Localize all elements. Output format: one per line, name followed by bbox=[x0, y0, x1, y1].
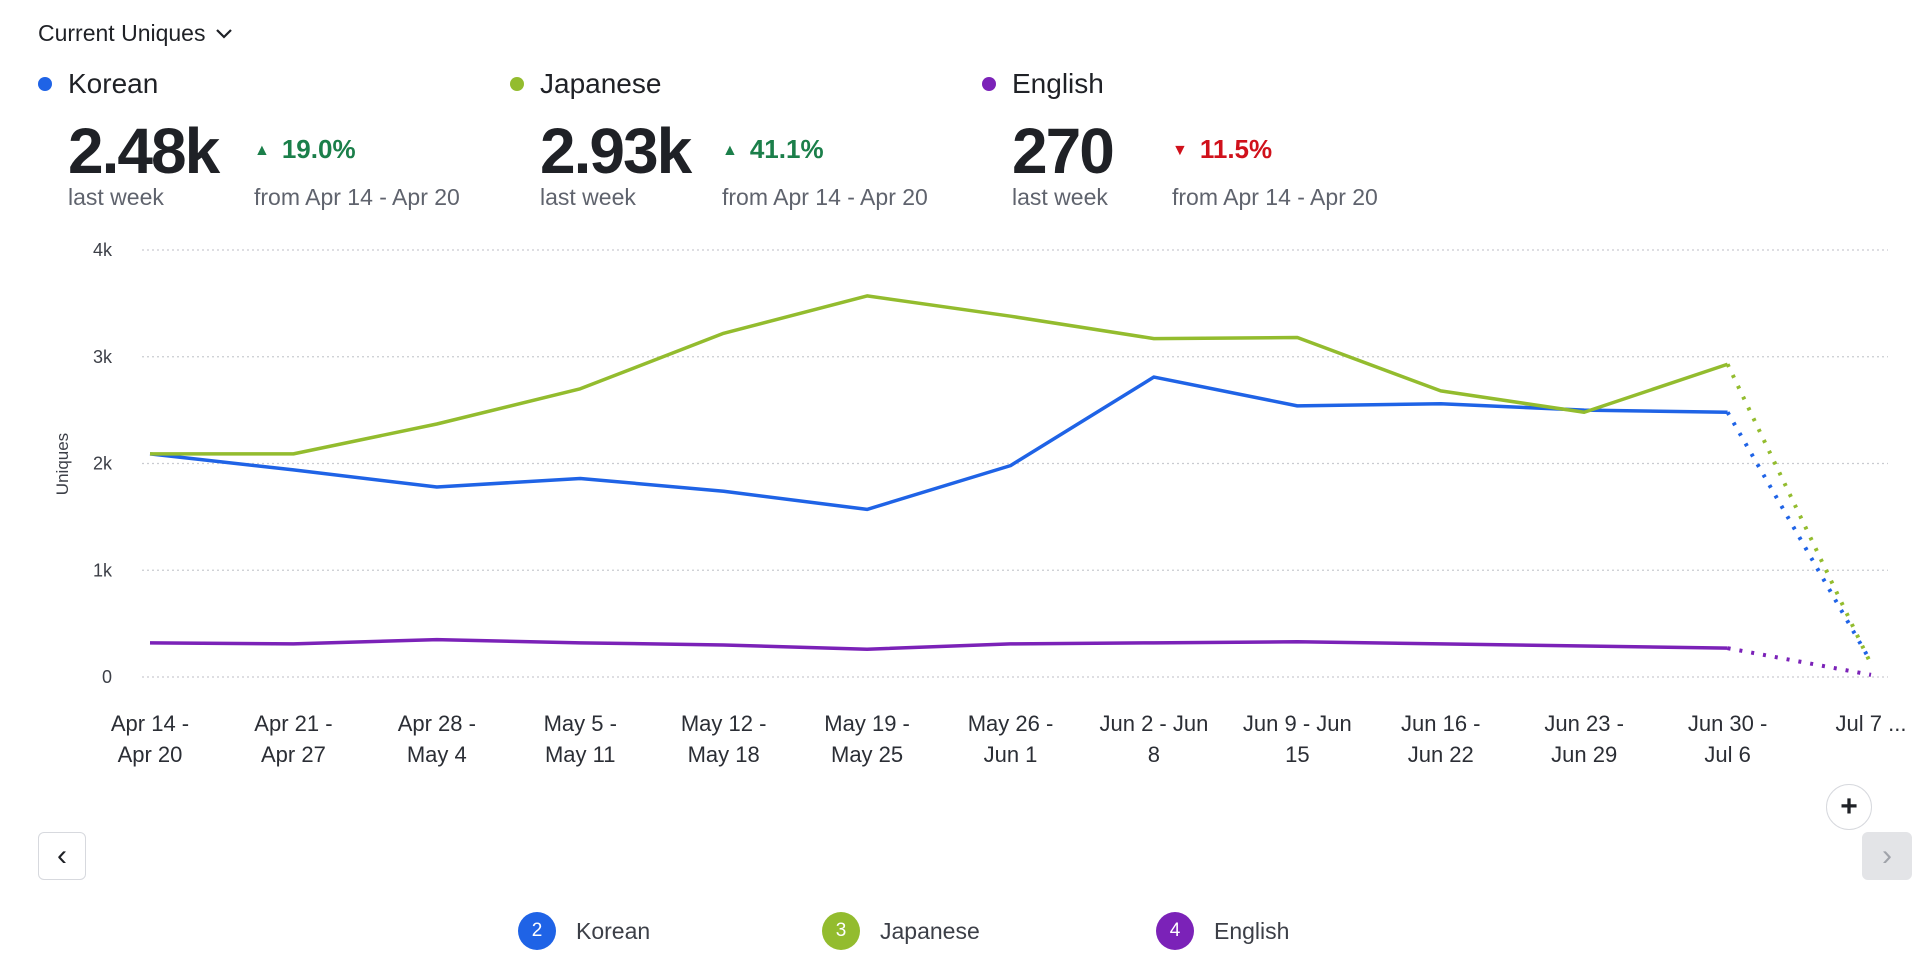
metric-selector-label: Current Uniques bbox=[38, 20, 206, 46]
kpi-change-value: 11.5% bbox=[1199, 134, 1273, 164]
legend-number-badge: 4 bbox=[1156, 912, 1194, 950]
y-tick-label: 0 bbox=[102, 667, 112, 687]
series-dot bbox=[982, 77, 996, 91]
prev-page-button[interactable]: ‹ bbox=[38, 832, 86, 880]
kpi-name: Korean bbox=[68, 68, 159, 99]
y-tick-label: 2k bbox=[93, 454, 113, 474]
legend-label: Korean bbox=[576, 917, 651, 944]
next-page-button[interactable]: › bbox=[1862, 832, 1912, 880]
kpi-change-value: 19.0% bbox=[281, 134, 356, 164]
x-tick-label: May 19 - bbox=[824, 711, 910, 736]
series-incomplete-segment-japanese bbox=[1725, 363, 1873, 666]
x-tick-label: Jul 7 ... bbox=[1836, 711, 1907, 736]
x-tick-label: May 25 bbox=[831, 742, 903, 767]
legend-number-badge: 2 bbox=[518, 912, 556, 950]
kpi-japanese: Japanese 2.93k last week ▲ 41.1% from Apr… bbox=[510, 68, 928, 210]
kpi-comparison: from Apr 14 - Apr 20 bbox=[254, 184, 460, 210]
kpi-korean: Korean 2.48k last week ▲ 19.0% from Apr 1… bbox=[38, 68, 460, 210]
zoom-in-button[interactable]: + bbox=[1826, 784, 1872, 830]
series-line-english[interactable] bbox=[149, 637, 1728, 651]
kpi-name: English bbox=[1012, 68, 1104, 99]
legend-number-badge: 3 bbox=[822, 912, 860, 950]
x-tick-label: Jun 29 bbox=[1551, 742, 1617, 767]
kpi-change: ▼ 11.5% bbox=[1172, 134, 1272, 165]
x-tick-label: May 5 - bbox=[544, 711, 617, 736]
y-axis-label: Uniques bbox=[53, 433, 72, 495]
kpi-change: ▲ 41.1% bbox=[722, 134, 824, 165]
kpi-comparison: from Apr 14 - Apr 20 bbox=[1172, 184, 1378, 210]
kpi-name: Japanese bbox=[540, 68, 662, 99]
x-tick-label: Jun 1 bbox=[984, 742, 1038, 767]
x-tick-label: May 26 - bbox=[968, 711, 1054, 736]
x-tick-label: Apr 20 bbox=[118, 742, 183, 767]
legend-item-english[interactable]: 4 English bbox=[1156, 912, 1289, 950]
x-tick-label: Apr 27 bbox=[261, 742, 326, 767]
x-tick-label: Jul 6 bbox=[1704, 742, 1750, 767]
x-tick-label: Apr 14 - bbox=[111, 711, 189, 736]
kpi-english: English 270 last week ▼ 11.5% from Apr 14… bbox=[982, 68, 1378, 210]
triangle-up-icon: ▲ bbox=[722, 142, 738, 159]
x-tick-label: Jun 22 bbox=[1408, 742, 1474, 767]
series-dot bbox=[510, 77, 524, 91]
kpi-change: ▲ 19.0% bbox=[254, 134, 356, 165]
y-tick-label: 1k bbox=[93, 560, 113, 580]
x-tick-label: May 4 bbox=[407, 742, 467, 767]
series-dot bbox=[38, 77, 52, 91]
metric-selector[interactable]: Current Uniques bbox=[38, 20, 233, 47]
kpi-value: 270 bbox=[1012, 115, 1115, 187]
x-tick-label: Jun 23 - bbox=[1544, 711, 1624, 736]
y-tick-label: 3k bbox=[93, 347, 113, 367]
x-tick-label: 8 bbox=[1148, 742, 1160, 767]
chevron-down-icon bbox=[216, 28, 233, 39]
x-tick-label: Jun 9 - Jun bbox=[1243, 711, 1352, 736]
x-tick-label: Jun 30 - bbox=[1688, 711, 1768, 736]
kpi-value: 2.48k bbox=[68, 115, 220, 187]
x-tick-label: Apr 28 - bbox=[398, 711, 476, 736]
triangle-up-icon: ▲ bbox=[254, 142, 270, 159]
kpi-period: last week bbox=[540, 184, 636, 210]
x-tick-label: May 11 bbox=[545, 742, 616, 767]
line-chart: 0 1k 2k 3k 4k Uniques Apr 14 - Apr 20 Apr 21 - Ap… bbox=[53, 240, 1907, 767]
triangle-down-icon: ▼ bbox=[1172, 142, 1188, 159]
x-tick-label: Jun 2 - Jun bbox=[1099, 711, 1208, 736]
kpi-period: last week bbox=[68, 184, 164, 210]
x-tick-label: 15 bbox=[1285, 742, 1309, 767]
legend-item-korean[interactable]: 2 Korean bbox=[518, 912, 650, 950]
series-incomplete-segment-english bbox=[1727, 646, 1872, 677]
x-tick-label: May 12 - bbox=[681, 711, 767, 736]
x-tick-label: Jun 16 - bbox=[1401, 711, 1481, 736]
kpi-value: 2.93k bbox=[540, 115, 692, 187]
kpi-period: last week bbox=[1012, 184, 1108, 210]
kpi-change-value: 41.1% bbox=[749, 134, 824, 164]
series-line-japanese[interactable] bbox=[150, 294, 1729, 456]
x-tick-label: Apr 21 - bbox=[254, 711, 332, 736]
legend-label: Japanese bbox=[880, 917, 980, 944]
y-tick-label: 4k bbox=[93, 240, 113, 260]
series-incomplete-segment-korean bbox=[1725, 411, 1873, 664]
kpi-comparison: from Apr 14 - Apr 20 bbox=[722, 184, 928, 210]
legend-item-japanese[interactable]: 3 Japanese bbox=[822, 912, 980, 950]
series-line-korean[interactable] bbox=[149, 375, 1728, 512]
legend-label: English bbox=[1214, 917, 1290, 944]
x-tick-label: May 18 bbox=[688, 742, 760, 767]
